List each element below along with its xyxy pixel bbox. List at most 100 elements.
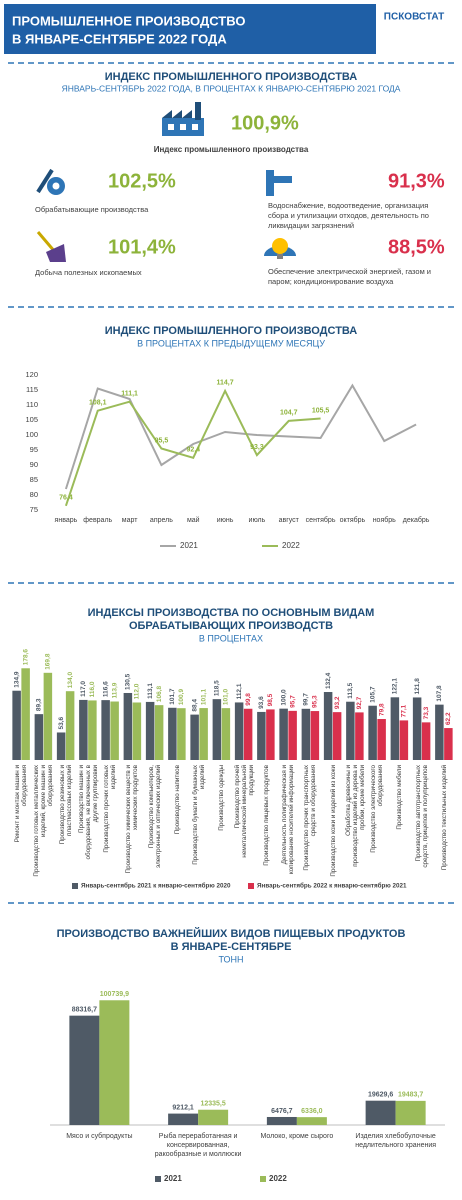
data-label: 6476,7 — [271, 1108, 293, 1115]
bar — [399, 720, 409, 760]
bar — [435, 704, 444, 760]
data-label: 53,6 — [58, 716, 65, 729]
chart-title: ПРОИЗВОДСТВО ВАЖНЕЙШИХ ВИДОВ ПИЩЕВЫХ ПРО… — [57, 927, 406, 940]
indicator-label: Обеспечение электрической энергией, газо… — [268, 267, 432, 286]
data-label: 114,7 — [217, 380, 234, 387]
legend-swatch — [248, 883, 254, 889]
data-label: 118,5 — [214, 680, 221, 696]
data-label: 111,1 — [121, 391, 138, 398]
source: ПСКОВСТАТ — [384, 12, 444, 23]
bar — [34, 714, 44, 760]
bar — [234, 702, 244, 760]
y-tick-label: 105 — [25, 415, 38, 424]
bar — [12, 690, 21, 760]
chart-title: ИНДЕКС ПРОМЫШЛЕННОГО ПРОИЗВОДСТВА — [105, 325, 358, 337]
chart-title: В ЯНВАРЕ-СЕНТЯБРЕ — [171, 941, 292, 953]
x-tick-label: Производство текстильных изделий — [440, 765, 448, 871]
main-value: 100,9% — [231, 112, 299, 134]
bar — [69, 1015, 100, 1125]
bar — [243, 708, 253, 760]
data-label: 121,8 — [414, 678, 421, 695]
data-label: 130,5 — [125, 673, 132, 690]
y-tick-label: 110 — [26, 400, 38, 409]
bar — [257, 711, 266, 760]
x-tick-label: Рыба переработанная и консервированная, … — [154, 1133, 242, 1158]
bar — [332, 712, 342, 760]
data-label: 134,9 — [13, 671, 20, 688]
data-label: 77,1 — [401, 704, 408, 717]
data-label: 116,0 — [89, 681, 96, 697]
legend-label: Январь-сентябрь 2022 к январю-сентябрю 2… — [257, 882, 407, 890]
indicator-value: 91,3% — [388, 170, 445, 192]
bar — [123, 692, 133, 760]
legend-label: Январь-сентябрь 2021 к январю-сентябрю 2… — [81, 882, 231, 890]
bar — [99, 1000, 130, 1125]
legend-label: 2022 — [269, 1174, 287, 1183]
bar — [177, 708, 186, 760]
data-label: 113,5 — [347, 682, 354, 698]
data-label: 12335,5 — [200, 1101, 225, 1108]
data-label: 92,4 — [186, 447, 200, 454]
bar — [279, 708, 288, 760]
header-box — [4, 4, 376, 54]
legend-swatch — [72, 883, 78, 889]
data-label: 95,7 — [289, 695, 296, 708]
data-label: 93,2 — [334, 696, 341, 709]
data-label: 79,8 — [378, 703, 385, 716]
bar — [198, 1109, 229, 1125]
data-label: 117,0 — [80, 681, 87, 697]
y-tick-label: 90 — [30, 460, 38, 469]
y-tick-label: 85 — [30, 475, 38, 484]
y-tick-label: 115 — [26, 385, 38, 394]
data-label: 88316,7 — [72, 1006, 97, 1013]
data-label: 104,7 — [280, 410, 298, 417]
bulb-icon — [264, 238, 296, 259]
x-tick-label: февраль — [83, 517, 112, 524]
data-label: 108,1 — [89, 400, 107, 407]
bar — [154, 705, 164, 760]
indicator-label: Обрабатывающие производства — [35, 205, 149, 214]
data-label: 62,2 — [445, 712, 452, 725]
indicator-value: 101,4% — [108, 236, 176, 258]
bar — [310, 711, 320, 760]
bar — [221, 708, 231, 760]
bar — [212, 699, 222, 760]
data-label: 112,1 — [236, 683, 243, 699]
data-label: 112,0 — [134, 683, 141, 699]
x-tick-label: декабрь — [403, 516, 430, 524]
bar — [21, 668, 30, 760]
data-label: 99,7 — [303, 693, 310, 706]
data-label: 113,1 — [147, 683, 154, 699]
legend-label: 2021 — [164, 1174, 182, 1183]
bar — [288, 710, 297, 760]
data-label: 122,1 — [392, 678, 399, 695]
data-label: 9212,1 — [172, 1104, 194, 1111]
x-tick-label: апрель — [150, 517, 173, 524]
data-label: 93,3 — [250, 444, 264, 451]
bar — [355, 712, 364, 760]
y-tick-label: 75 — [30, 505, 38, 514]
data-label: 89,3 — [36, 698, 43, 711]
x-tick-label: март — [122, 517, 138, 524]
indicator-value: 102,5% — [108, 170, 176, 192]
legend-label: 2021 — [180, 541, 198, 550]
data-label: 107,8 — [436, 685, 443, 702]
data-label: 6336,0 — [301, 1108, 323, 1115]
data-label: 92,7 — [356, 696, 363, 709]
legend-swatch — [155, 1176, 161, 1182]
bar — [365, 1100, 396, 1125]
bar — [368, 705, 377, 760]
data-label: 101,7 — [169, 688, 176, 705]
bar — [377, 719, 386, 760]
data-label: 100739,9 — [100, 991, 129, 998]
bar — [266, 1116, 297, 1125]
bar — [301, 708, 311, 760]
x-tick-label: январь — [55, 517, 78, 524]
data-label: 132,4 — [325, 672, 332, 689]
chart-title: ОБРАБАТЫВАЮЩИХ ПРОИЗВОДСТВ — [129, 620, 333, 632]
chart-title: ИНДЕКСЫ ПРОИЗВОДСТВА ПО ОСНОВНЫМ ВИДАМ — [88, 607, 375, 619]
x-tick-label: сентябрь — [306, 516, 336, 524]
data-label: 88,4 — [191, 699, 198, 712]
data-label: 169,8 — [45, 653, 52, 670]
